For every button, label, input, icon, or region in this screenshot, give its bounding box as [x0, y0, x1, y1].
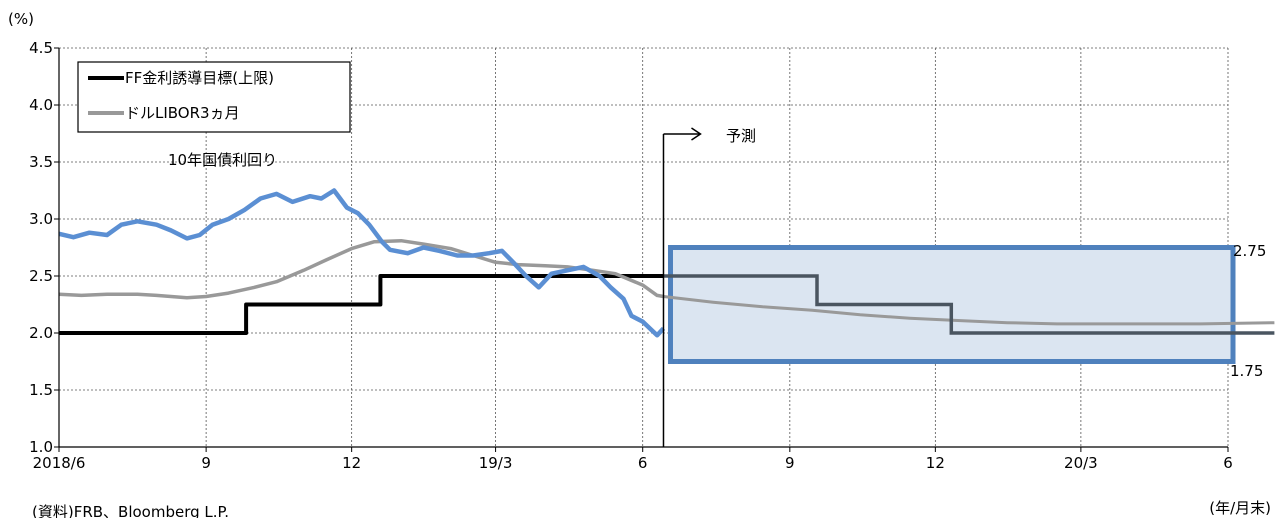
ff-rate-target-line [59, 274, 664, 335]
x-tick-label: 19/3 [479, 454, 513, 472]
x-tick-label: 9 [785, 454, 795, 472]
libor-forecast-line [663, 295, 1275, 326]
legend-box [77, 61, 351, 133]
legend-label-ff: FF金利誘導目標(上限) [125, 69, 274, 87]
x-axis-unit-label: (年/月末) [1209, 499, 1271, 517]
x-tick-label: 12 [926, 454, 945, 472]
y-tick-label: 2.5 [29, 267, 53, 285]
y-tick-label: 4.5 [29, 39, 53, 57]
x-tick-label: 6 [1223, 454, 1233, 472]
forecast-arrow-head [691, 127, 702, 141]
treasury-10y-line [58, 188, 666, 338]
axes: 1.0 1.5 2.0 2.5 3.0 3.5 4.0 4.5 2018/6 9 12 19/3 6 9 1… [29, 39, 1233, 472]
source-note: (資料)FRB、Bloomberg L.P. [32, 503, 229, 518]
y-tick-label: 3.0 [29, 210, 53, 228]
forecast-band-upper-label: 2.75 [1233, 242, 1266, 260]
y-tick-label: 3.5 [29, 153, 53, 171]
forecast-band-lower-label: 1.75 [1230, 362, 1263, 380]
series-label-10y-yield: 10年国債利回り [168, 151, 277, 169]
series-lines [58, 188, 1275, 338]
y-tick-label: 4.0 [29, 96, 53, 114]
forecast-label: 予測 [726, 127, 756, 145]
y-tick-label: 1.0 [29, 438, 53, 456]
x-tick-label: 12 [342, 454, 361, 472]
legend: FF金利誘導目標(上限) ドルLIBOR3ヵ月 [77, 61, 351, 133]
y-axis-unit-label: (%) [8, 10, 34, 28]
y-tick-label: 1.5 [29, 381, 53, 399]
x-tick-label: 20/3 [1064, 454, 1098, 472]
x-tick-label: 2018/6 [33, 454, 86, 472]
legend-label-libor: ドルLIBOR3ヵ月 [125, 104, 240, 122]
y-tick-label: 2.0 [29, 324, 53, 342]
x-tick-label: 6 [638, 454, 648, 472]
x-tick-label: 9 [201, 454, 211, 472]
ff-rate-forecast-line [663, 274, 1275, 335]
